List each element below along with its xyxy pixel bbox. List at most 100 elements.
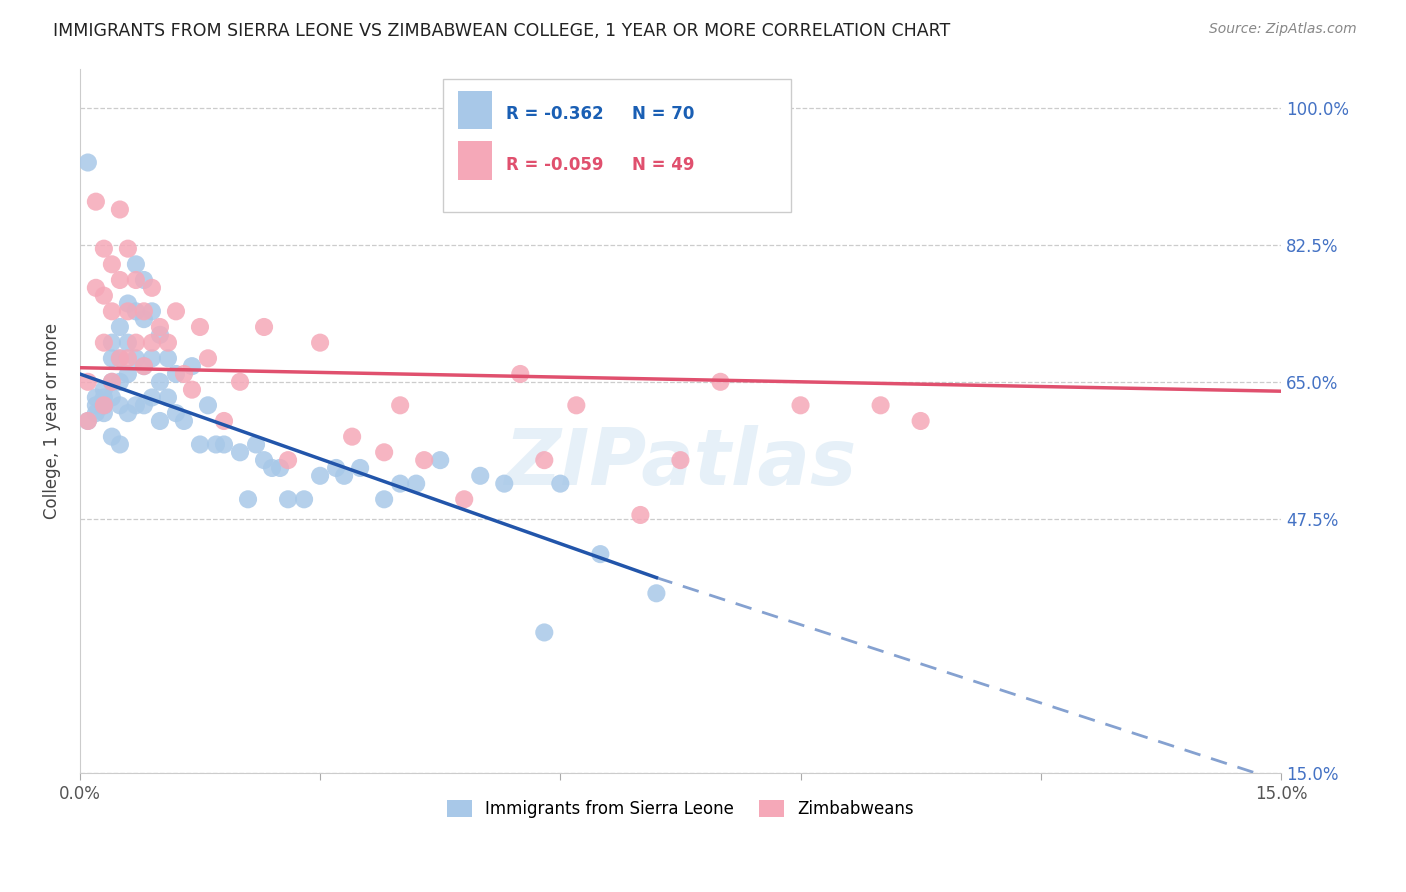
Text: IMMIGRANTS FROM SIERRA LEONE VS ZIMBABWEAN COLLEGE, 1 YEAR OR MORE CORRELATION C: IMMIGRANTS FROM SIERRA LEONE VS ZIMBABWE… — [53, 22, 950, 40]
Point — [533, 625, 555, 640]
Point — [93, 398, 115, 412]
Point — [181, 383, 204, 397]
Y-axis label: College, 1 year or more: College, 1 year or more — [44, 323, 60, 519]
Text: R = -0.059: R = -0.059 — [506, 156, 603, 174]
Point — [165, 367, 187, 381]
Point — [253, 453, 276, 467]
Point — [340, 430, 363, 444]
Point — [84, 281, 107, 295]
Point — [429, 453, 451, 467]
Point — [125, 398, 148, 412]
Point — [108, 320, 131, 334]
Point — [389, 476, 412, 491]
Point — [309, 335, 332, 350]
Point — [77, 375, 100, 389]
Point — [93, 398, 115, 412]
Point — [101, 375, 124, 389]
Point — [413, 453, 436, 467]
Point — [125, 335, 148, 350]
Point — [108, 273, 131, 287]
Point — [84, 391, 107, 405]
Point — [117, 304, 139, 318]
Point — [565, 398, 588, 412]
Point — [212, 437, 235, 451]
Text: R = -0.362: R = -0.362 — [506, 105, 605, 123]
Point — [132, 273, 155, 287]
Point — [165, 406, 187, 420]
Point — [292, 492, 315, 507]
Point — [229, 375, 252, 389]
Point — [101, 304, 124, 318]
Point — [101, 430, 124, 444]
Point — [141, 335, 163, 350]
Point — [132, 398, 155, 412]
Point — [173, 367, 195, 381]
Point — [77, 414, 100, 428]
Point — [333, 468, 356, 483]
Point — [533, 453, 555, 467]
Point — [93, 398, 115, 412]
Point — [84, 406, 107, 420]
Point — [125, 257, 148, 271]
FancyBboxPatch shape — [458, 90, 492, 129]
Point — [389, 398, 412, 412]
Point — [132, 359, 155, 373]
Point — [93, 406, 115, 420]
Text: N = 70: N = 70 — [633, 105, 695, 123]
Point — [84, 194, 107, 209]
Point — [373, 445, 395, 459]
Point — [269, 461, 291, 475]
Point — [132, 359, 155, 373]
Point — [550, 476, 572, 491]
Point — [229, 445, 252, 459]
Point — [212, 414, 235, 428]
Point — [93, 383, 115, 397]
Point — [108, 398, 131, 412]
Point — [405, 476, 427, 491]
Point — [117, 406, 139, 420]
Point — [149, 320, 172, 334]
Point — [93, 288, 115, 302]
Point — [188, 437, 211, 451]
Point — [101, 257, 124, 271]
Point — [325, 461, 347, 475]
Point — [165, 304, 187, 318]
Point — [309, 468, 332, 483]
Point — [141, 281, 163, 295]
Point — [509, 367, 531, 381]
Text: N = 49: N = 49 — [633, 156, 695, 174]
Point — [108, 202, 131, 217]
Point — [181, 359, 204, 373]
Point — [117, 242, 139, 256]
Point — [141, 391, 163, 405]
Point — [260, 461, 283, 475]
Point — [373, 492, 395, 507]
Legend: Immigrants from Sierra Leone, Zimbabweans: Immigrants from Sierra Leone, Zimbabwean… — [440, 794, 921, 825]
Point — [101, 351, 124, 366]
Point — [101, 335, 124, 350]
Point — [236, 492, 259, 507]
Point — [125, 351, 148, 366]
Point — [149, 375, 172, 389]
Point — [132, 304, 155, 318]
Point — [149, 327, 172, 342]
Point — [470, 468, 492, 483]
Point — [709, 375, 731, 389]
FancyBboxPatch shape — [458, 141, 492, 180]
Point — [141, 351, 163, 366]
Point — [156, 391, 179, 405]
Point — [253, 320, 276, 334]
Point — [108, 375, 131, 389]
Point — [77, 414, 100, 428]
Point — [188, 320, 211, 334]
Point — [669, 453, 692, 467]
Point — [77, 155, 100, 169]
Point — [789, 398, 811, 412]
Point — [101, 375, 124, 389]
Point — [125, 273, 148, 287]
Point — [108, 437, 131, 451]
Text: ZIPatlas: ZIPatlas — [505, 425, 856, 501]
Point — [117, 367, 139, 381]
Point — [453, 492, 475, 507]
Point — [84, 398, 107, 412]
